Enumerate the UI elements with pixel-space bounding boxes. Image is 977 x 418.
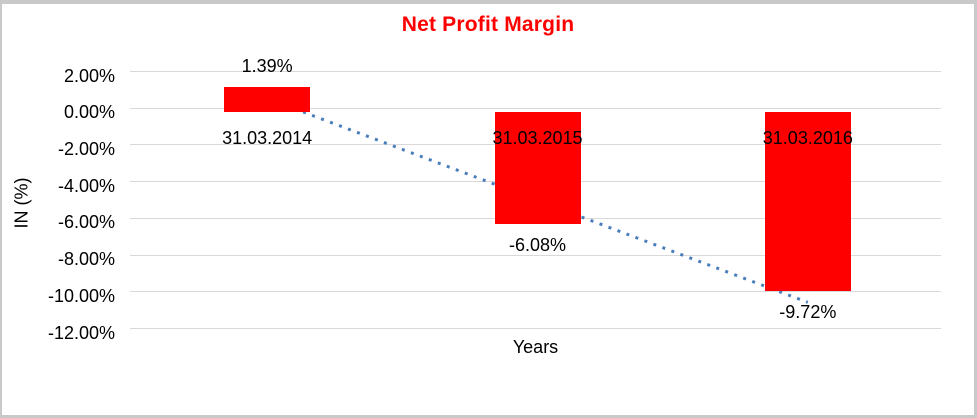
data-label: -6.08% <box>508 234 567 255</box>
y-tick-label: -6.00% <box>57 212 115 233</box>
x-category-label: 31.03.2016 <box>762 128 853 149</box>
bar-31.03.2016 <box>764 112 851 291</box>
x-category-label: 31.03.2014 <box>222 128 313 149</box>
gridline <box>130 71 941 72</box>
chart-title: Net Profit Margin <box>401 13 575 36</box>
data-label: 1.39% <box>241 55 293 76</box>
x-category-label: 31.03.2015 <box>492 128 583 149</box>
x-axis-title: Years <box>512 337 559 357</box>
y-tick-label: -2.00% <box>57 138 115 159</box>
y-tick-label: 0.00% <box>63 102 115 123</box>
bar-31.03.2015 <box>494 112 581 224</box>
y-tick-label: -4.00% <box>57 175 115 196</box>
y-tick-label: -12.00% <box>47 322 115 343</box>
gridline <box>130 291 941 293</box>
data-label: -9.72% <box>779 301 837 322</box>
bar-31.03.2014 <box>224 86 311 113</box>
y-tick-label: -10.00% <box>47 285 115 306</box>
gridline <box>130 328 941 329</box>
y-tick-label: -8.00% <box>57 249 115 270</box>
y-tick-label: 2.00% <box>63 65 115 86</box>
